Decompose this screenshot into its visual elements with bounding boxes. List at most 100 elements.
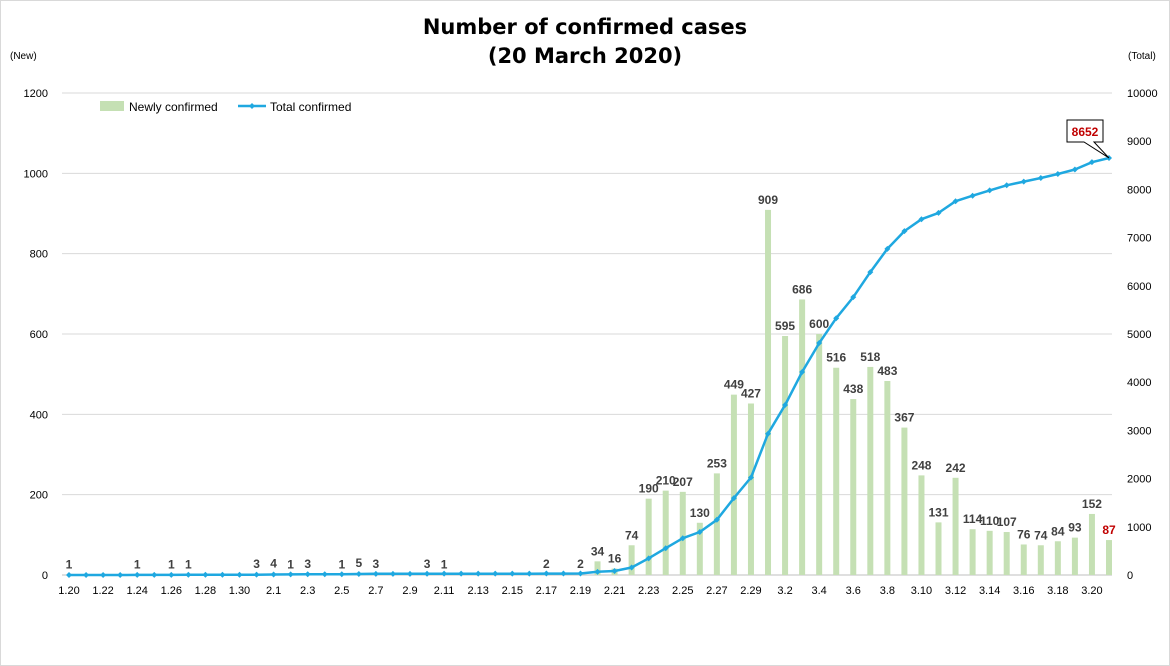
left-axis-unit: (New) xyxy=(10,51,37,62)
bar-label-43: 686 xyxy=(792,282,812,296)
right-axis-unit: (Total) xyxy=(1128,51,1156,62)
total-point-0 xyxy=(66,571,72,578)
x-tick-label-1.26: 1.26 xyxy=(161,585,182,597)
x-tick-label-3.18: 3.18 xyxy=(1047,585,1068,597)
total-point-25 xyxy=(492,570,499,577)
total-point-26 xyxy=(509,570,516,577)
total-point-57 xyxy=(1037,175,1044,182)
bar-33 xyxy=(628,545,635,575)
x-tick-label-3.16: 3.16 xyxy=(1013,585,1034,597)
bar-label-60: 152 xyxy=(1082,497,1102,511)
total-point-51 xyxy=(935,209,942,216)
bar-label-12: 4 xyxy=(270,556,277,570)
total-point-6 xyxy=(168,571,175,578)
bar-label-14: 3 xyxy=(304,557,311,571)
bar-45 xyxy=(833,367,840,575)
bar-36 xyxy=(679,491,686,575)
total-point-44 xyxy=(816,340,823,347)
total-point-19 xyxy=(389,570,396,577)
left-tick-label-1200: 1200 xyxy=(24,88,48,100)
total-point-40 xyxy=(747,474,754,481)
bar-label-61: 87 xyxy=(1102,523,1116,537)
x-tick-label-1.22: 1.22 xyxy=(92,585,113,597)
total-point-15 xyxy=(321,571,328,578)
bar-label-45: 516 xyxy=(826,351,846,365)
bar-label-54: 110 xyxy=(980,514,1000,528)
left-tick-label-0: 0 xyxy=(42,570,48,582)
bar-label-41: 909 xyxy=(758,193,778,207)
legend-label-new: Newly confirmed xyxy=(129,100,218,114)
total-point-22 xyxy=(441,570,448,577)
total-point-49 xyxy=(901,228,908,235)
chart-title-line1: Number of confirmed cases xyxy=(422,15,748,39)
total-point-14 xyxy=(304,571,311,578)
right-tick-label-1000: 1000 xyxy=(1127,522,1151,534)
bar-49 xyxy=(901,427,908,575)
bar-label-22: 1 xyxy=(441,558,448,572)
total-point-58 xyxy=(1054,170,1061,177)
total-point-36 xyxy=(679,535,686,542)
bar-label-55: 107 xyxy=(997,515,1017,529)
bar-label-38: 253 xyxy=(707,456,727,470)
x-tick-label-1.30: 1.30 xyxy=(229,585,250,597)
bar-56 xyxy=(1020,544,1027,575)
total-point-20 xyxy=(406,570,413,577)
bar-label-33: 74 xyxy=(625,528,639,542)
bar-label-48: 483 xyxy=(877,364,897,378)
right-tick-label-9000: 9000 xyxy=(1127,136,1151,148)
bar-label-35: 210 xyxy=(656,474,676,488)
total-point-2 xyxy=(100,571,107,578)
bar-34 xyxy=(645,498,652,575)
total-point-42 xyxy=(782,402,789,409)
x-tick-label-2.1: 2.1 xyxy=(266,585,281,597)
total-point-7 xyxy=(185,571,192,578)
bar-55 xyxy=(1003,532,1010,575)
right-tick-label-5000: 5000 xyxy=(1127,329,1151,341)
right-tick-label-8000: 8000 xyxy=(1127,184,1151,196)
legend-swatch-new xyxy=(100,101,124,111)
bar-label-0: 1 xyxy=(66,558,73,572)
total-point-47 xyxy=(867,269,874,276)
chart-title-line2: (20 March 2020) xyxy=(487,44,683,68)
bar-41 xyxy=(765,209,772,575)
bar-43 xyxy=(799,299,806,575)
bar-label-51: 131 xyxy=(928,505,948,519)
x-tick-label-2.7: 2.7 xyxy=(368,585,383,597)
x-tick-label-2.11: 2.11 xyxy=(434,585,455,597)
x-tick-label-3.2: 3.2 xyxy=(777,585,792,597)
bar-label-47: 518 xyxy=(860,350,880,364)
left-tick-label-600: 600 xyxy=(30,329,48,341)
bar-58 xyxy=(1054,541,1061,575)
bar-label-37: 130 xyxy=(690,506,710,520)
total-point-50 xyxy=(918,216,925,223)
total-point-13 xyxy=(287,571,294,578)
total-point-8 xyxy=(202,571,209,578)
right-tick-label-4000: 4000 xyxy=(1127,377,1151,389)
x-tick-label-2.3: 2.3 xyxy=(300,585,315,597)
x-tick-label-2.19: 2.19 xyxy=(570,585,591,597)
total-point-28 xyxy=(543,570,550,577)
bar-label-56: 76 xyxy=(1017,527,1031,541)
left-tick-label-800: 800 xyxy=(30,249,48,261)
total-point-41 xyxy=(765,430,772,437)
bar-48 xyxy=(884,380,891,575)
total-point-48 xyxy=(884,245,891,252)
total-point-3 xyxy=(117,571,124,578)
total-point-46 xyxy=(850,294,857,301)
x-tick-label-1.28: 1.28 xyxy=(195,585,216,597)
bar-label-58: 84 xyxy=(1051,524,1065,538)
legend-label-total: Total confirmed xyxy=(270,100,351,114)
x-tick-label-1.24: 1.24 xyxy=(126,585,147,597)
bar-label-32: 16 xyxy=(608,552,622,566)
total-point-16 xyxy=(338,571,345,578)
bar-35 xyxy=(662,490,669,575)
bar-label-40: 427 xyxy=(741,386,761,400)
total-point-5 xyxy=(151,571,158,578)
right-tick-label-0: 0 xyxy=(1127,570,1133,582)
bar-46 xyxy=(850,399,857,575)
bar-42 xyxy=(782,336,789,575)
bar-label-4: 1 xyxy=(134,558,141,572)
total-point-55 xyxy=(1003,182,1010,189)
bar-39 xyxy=(730,394,737,575)
